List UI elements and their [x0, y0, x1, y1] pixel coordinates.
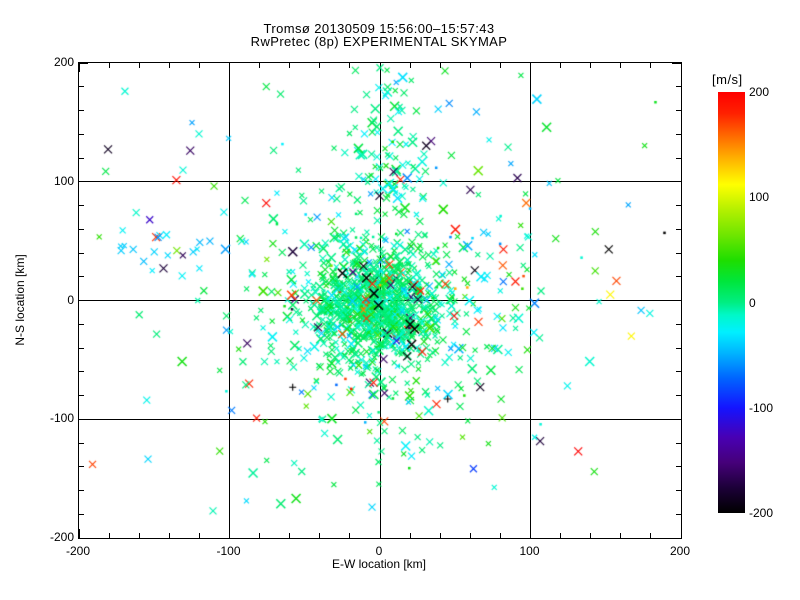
- x-tick-label: 100: [519, 544, 540, 558]
- x-tick-label: 0: [375, 544, 383, 558]
- plot-title: Tromsø 20130509 15:56:00–15:57:43: [263, 21, 495, 36]
- y-tick-label: 0: [67, 292, 74, 307]
- plot-area: [78, 62, 682, 539]
- x-tick-label: -100: [216, 544, 241, 558]
- y-tick-label: -100: [49, 411, 74, 426]
- colorbar: [718, 92, 745, 513]
- y-tick-label: 200: [53, 55, 74, 69]
- x-tick-label: -200: [65, 544, 91, 558]
- x-axis-tick: [680, 63, 682, 72]
- colorbar-tick-label: 0: [749, 295, 756, 310]
- y-axis-tick: [79, 537, 88, 539]
- y-axis-label: N-S location [km]: [13, 254, 27, 346]
- colorbar-tick-label: -100: [749, 400, 774, 415]
- colorbar-units-label: [m/s]: [712, 72, 743, 87]
- colorbar-tick-label: 100: [749, 190, 770, 205]
- y-tick-label: 100: [53, 173, 74, 188]
- y-axis-tick: [672, 537, 681, 539]
- colorbar-tick-label: -200: [749, 506, 774, 520]
- x-tick-label: 200: [669, 544, 691, 558]
- y-tick-label: -200: [49, 530, 74, 544]
- scatter-points-canvas: [79, 63, 681, 538]
- plot-subtitle: RwPretec (8p) EXPERIMENTAL SKYMAP: [250, 34, 508, 49]
- x-axis-tick: [680, 529, 682, 538]
- colorbar-tick-label: 200: [749, 85, 770, 99]
- x-axis-label: E-W location [km]: [331, 557, 427, 571]
